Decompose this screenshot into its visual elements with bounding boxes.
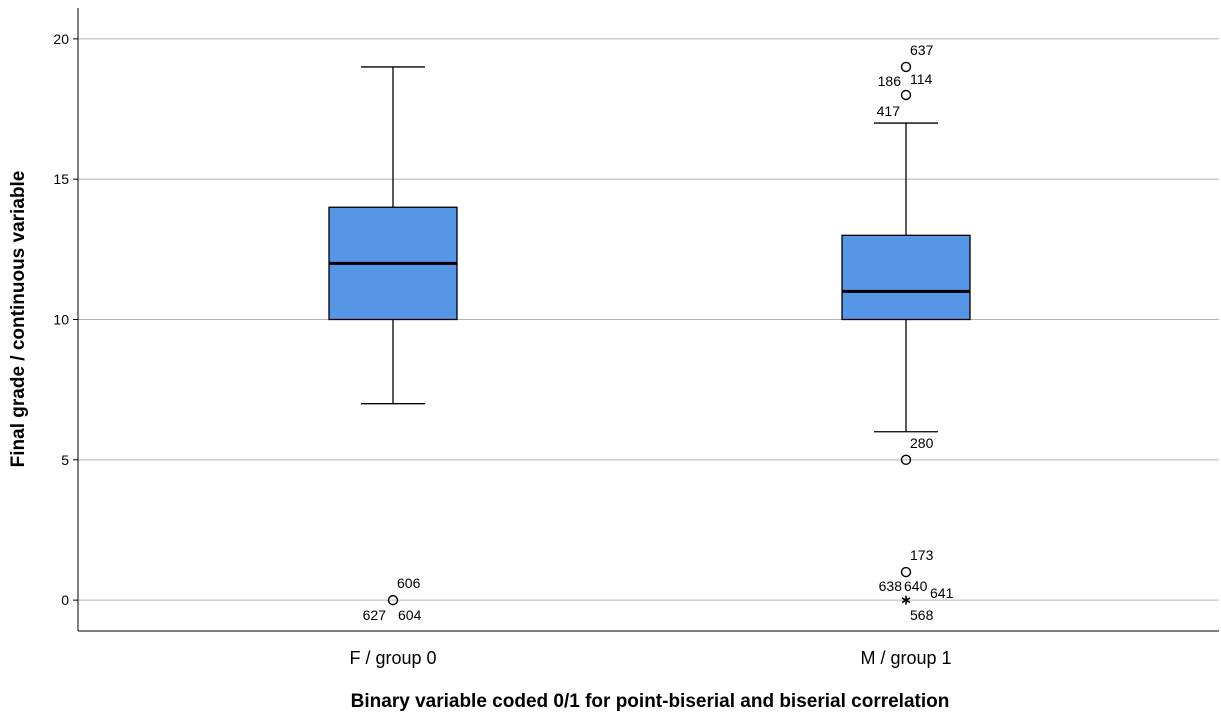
outlier-label: 606 [397,575,421,591]
category-labels: F / group 0 M / group 1 [349,648,951,668]
outlier-label: 417 [877,103,901,119]
y-tick-label: 10 [53,312,69,328]
outlier-marker [387,594,399,606]
category-label: F / group 0 [349,648,436,668]
x-axis-title: Binary variable coded 0/1 for point-bise… [351,691,950,712]
outlier-label: 186 [878,73,902,89]
outlier-label: 173 [910,547,934,563]
box-group [841,122,971,433]
outlier-label: 568 [910,607,934,623]
outlier-label: 280 [910,435,934,451]
extreme-outlier-marker [901,595,911,605]
y-tick-label: 15 [53,171,69,187]
outlier-marker [900,61,912,73]
category-label: M / group 1 [860,648,951,668]
y-tick-labels: 0 5 10 15 20 [53,31,78,608]
box-group [328,66,458,405]
axes [77,8,1219,632]
outlier-label: 604 [398,607,422,623]
y-axis-title: Final grade / continuous variable [8,171,29,468]
outlier-marker [900,454,912,466]
outlier-marker [900,89,912,101]
outliers: 606 627 604 637 186 114 417 280 173 638 640 641 568 [363,42,954,623]
outlier-label: 637 [910,42,934,58]
boxes [328,66,971,433]
gridlines [78,38,1219,601]
outlier-label: 627 [363,607,387,623]
y-tick-label: 20 [53,31,69,47]
iqr-box [841,234,971,321]
outlier-label: 640 [904,578,928,594]
y-tick-label: 0 [61,592,69,608]
outlier-label: 114 [910,71,933,87]
outlier-label: 641 [930,585,954,601]
y-tick-label: 5 [61,452,69,468]
outlier-label: 638 [879,578,903,594]
outlier-marker [900,566,912,578]
